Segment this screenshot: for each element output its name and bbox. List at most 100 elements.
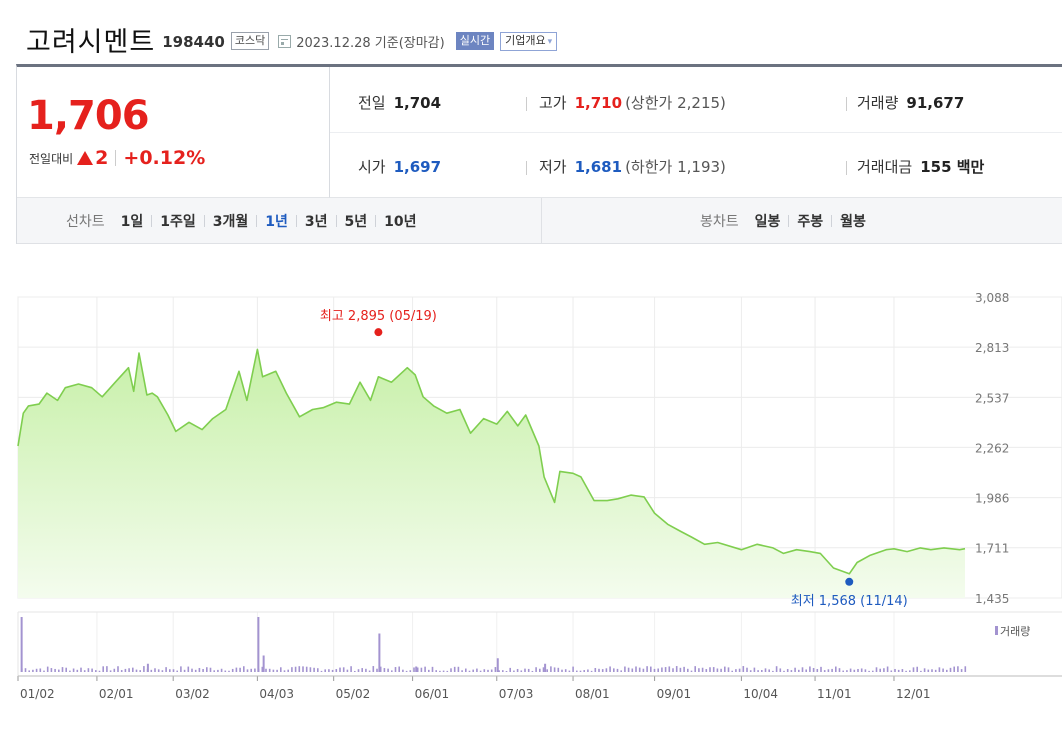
volume-bar: [32, 669, 34, 672]
x-tick-label: 07/03: [499, 687, 534, 701]
tab-weekly[interactable]: 주봉: [797, 214, 824, 230]
stat-label: 거래대금: [857, 158, 913, 176]
volume-bar: [250, 668, 252, 672]
stat-value: 155 백만: [920, 158, 985, 176]
stat-open: 시가 1,697: [358, 156, 441, 177]
high-marker: [374, 328, 383, 337]
volume-bar: [772, 670, 774, 672]
volume-bar: [446, 670, 449, 672]
volume-bar: [128, 668, 130, 672]
volume-bar: [757, 670, 759, 672]
divider: [256, 215, 258, 227]
volume-bar: [827, 669, 830, 672]
divider: [526, 161, 527, 175]
volume-bar: [180, 666, 182, 672]
volume-bar: [594, 667, 597, 672]
volume-bar: [61, 667, 64, 672]
volume-bar: [487, 669, 489, 672]
x-tick-label: 12/01: [896, 687, 931, 701]
volume-bar: [524, 668, 526, 672]
company-overview-label: 기업개요: [505, 33, 546, 47]
price-box: 1,706 전일대비 2 +0.12%: [17, 67, 330, 198]
y-tick-label: 3,088: [975, 291, 1009, 305]
volume-bar: [150, 669, 153, 672]
volume-bar: [653, 668, 656, 672]
stat-label: 거래량: [857, 94, 899, 112]
volume-bar: [224, 670, 227, 672]
volume-bar: [398, 666, 400, 672]
volume-bar: [217, 669, 219, 672]
volume-bar: [50, 668, 53, 672]
x-tick-label: 08/01: [575, 687, 610, 701]
change-percent: +0.12%: [123, 147, 206, 169]
volume-bar: [605, 668, 608, 672]
volume-bar: [416, 667, 419, 672]
volume-bar: [742, 666, 745, 672]
volume-bar: [342, 667, 345, 672]
as-of-date: 2023.12.28 기준(장마감): [296, 36, 445, 51]
volume-bar: [916, 666, 918, 672]
y-tick-label: 2,537: [975, 391, 1009, 405]
volume-bar: [775, 666, 778, 672]
volume-bar: [313, 667, 315, 672]
company-overview-dropdown[interactable]: 기업개요 ▾: [500, 31, 558, 51]
price-chart: 3,088 2,813 2,537 2,262 1,986 1,711 1,435 01/02…: [17, 291, 1062, 701]
volume-bar: [461, 670, 463, 672]
volume-bar: [846, 670, 848, 672]
volume-bar: [568, 670, 571, 672]
tab-3m[interactable]: 3개월: [212, 214, 249, 230]
volume-bar: [102, 666, 104, 672]
volume-bar: [468, 670, 471, 672]
volume-bar: [631, 668, 634, 672]
stat-value: 1,681: [574, 157, 623, 176]
volume-bar: [335, 669, 338, 672]
volume-bar: [262, 655, 265, 672]
volume-bar: [909, 670, 911, 672]
x-tick-label: 10/04: [743, 687, 778, 701]
stat-value: 1,704: [393, 93, 442, 112]
volume-bar: [509, 667, 511, 672]
tab-10y[interactable]: 10년: [384, 214, 417, 230]
volume-bar: [72, 668, 75, 672]
volume-legend-label: 거래량: [1000, 625, 1030, 638]
volume-bar: [835, 666, 837, 672]
volume-bar: [176, 670, 178, 672]
volume-bar: [938, 667, 941, 672]
volume-bar: [283, 670, 286, 672]
volume-bar: [712, 667, 715, 672]
divider: [831, 215, 833, 227]
volume-bar: [502, 670, 504, 672]
volume-bar: [20, 617, 23, 672]
stat-volume: 거래량 91,677: [857, 92, 964, 113]
low-label: 최저 1,568 (11/14): [791, 594, 908, 609]
volume-bar: [809, 666, 811, 672]
volume-bar: [953, 666, 955, 672]
volume-bar: [542, 667, 545, 672]
tab-1w[interactable]: 1주일: [160, 214, 196, 230]
tab-monthly[interactable]: 월봉: [840, 214, 866, 230]
calendar-icon: [278, 35, 292, 48]
volume-bar: [960, 669, 963, 672]
realtime-button[interactable]: 실시간: [455, 32, 495, 50]
volume-bar: [946, 669, 948, 672]
volume-bar: [172, 669, 175, 672]
tab-5y[interactable]: 5년: [344, 214, 368, 230]
volume-bar: [435, 670, 437, 672]
volume-bar: [583, 670, 585, 672]
divider: [330, 132, 1062, 133]
tab-1d[interactable]: 1일: [120, 214, 144, 230]
volume-bar: [413, 667, 415, 672]
stat-lower-limit: (하한가 1,193): [625, 158, 726, 176]
y-tick-label: 2,262: [975, 441, 1009, 455]
volume-bar: [949, 667, 952, 672]
volume-bar: [698, 668, 700, 672]
line-chart-header: 선차트: [66, 214, 105, 230]
tab-3y[interactable]: 3년: [304, 214, 328, 230]
volume-bar: [672, 668, 674, 672]
x-tick-label: 05/02: [336, 687, 371, 701]
tab-daily[interactable]: 일봉: [754, 214, 781, 230]
volume-bar: [790, 670, 793, 672]
volume-bar: [553, 667, 556, 672]
tab-1y[interactable]: 1년: [265, 214, 288, 230]
x-tick-label: 09/01: [657, 687, 692, 701]
